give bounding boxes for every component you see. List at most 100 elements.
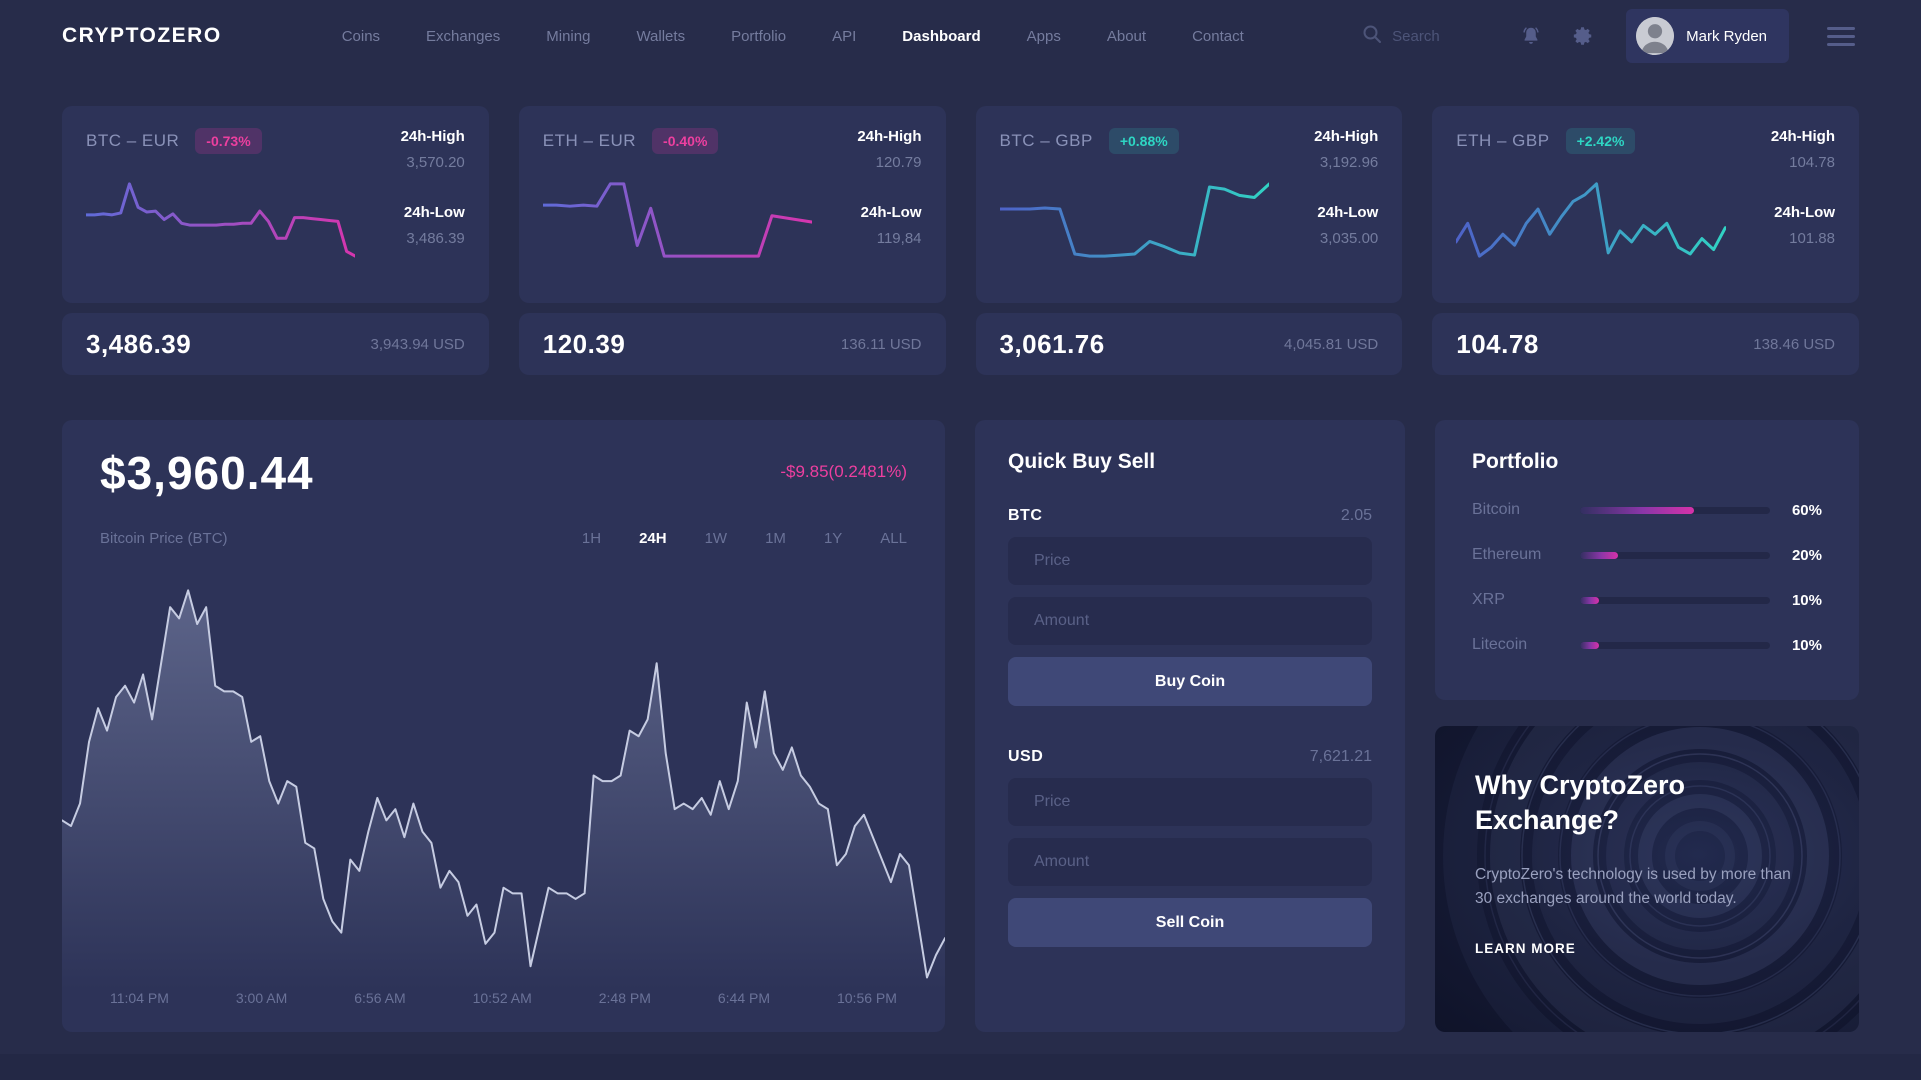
time-range-tabs: 1H 24H 1W 1M 1Y ALL bbox=[582, 530, 907, 547]
time-tick: 11:04 PM bbox=[110, 990, 169, 1006]
range-tab-1h[interactable]: 1H bbox=[581, 530, 602, 547]
nav-item-contact[interactable]: Contact bbox=[1192, 27, 1244, 45]
range-tab-1m[interactable]: 1M bbox=[765, 530, 786, 547]
low-label: 24h-Low bbox=[1774, 204, 1835, 221]
search-box bbox=[1362, 24, 1492, 49]
sell-price-input[interactable] bbox=[1008, 778, 1372, 826]
time-axis: 11:04 PM 3:00 AM 6:56 AM 10:52 AM 2:48 P… bbox=[62, 990, 945, 1032]
nav-item-api[interactable]: API bbox=[832, 27, 857, 45]
buy-currency-balance: 2.05 bbox=[1340, 507, 1372, 524]
nav-item-about[interactable]: About bbox=[1106, 27, 1147, 45]
holding-percent: 60% bbox=[1791, 501, 1822, 519]
portfolio-row-bitcoin: Bitcoin 60% bbox=[1472, 501, 1822, 519]
current-price: $3,960.44 bbox=[100, 447, 314, 499]
high-label: 24h-High bbox=[1770, 128, 1835, 145]
low-value: 3,486.39 bbox=[406, 230, 465, 247]
nav-right-tools: Mark Ryden bbox=[1362, 9, 1859, 63]
range-tab-1y[interactable]: 1Y bbox=[823, 530, 843, 547]
time-tick: 2:48 PM bbox=[598, 990, 651, 1006]
panel-title: Portfolio bbox=[1472, 450, 1559, 473]
search-input[interactable] bbox=[1392, 27, 1483, 45]
change-badge: -0.40% bbox=[652, 128, 719, 154]
time-tick: 6:44 PM bbox=[717, 990, 770, 1006]
range-tab-all[interactable]: ALL bbox=[880, 530, 907, 547]
low-label: 24h-Low bbox=[403, 204, 465, 221]
holding-name: XRP bbox=[1472, 591, 1505, 608]
change-badge: -0.73% bbox=[195, 128, 262, 154]
holding-name: Litecoin bbox=[1472, 636, 1528, 653]
low-value: 119,84 bbox=[876, 230, 922, 247]
panel-title: Quick Buy Sell bbox=[1008, 450, 1156, 473]
buy-coin-button[interactable]: Buy Coin bbox=[1008, 657, 1372, 706]
hamburger-menu-icon[interactable] bbox=[1823, 23, 1859, 50]
top-navbar: CRYPTOZERO Coins Exchanges Mining Wallet… bbox=[0, 0, 1921, 72]
ticker-card-eth-gbp: ETH – GBP +2.42% 24h-High 104.78 24h-Low… bbox=[1432, 106, 1859, 375]
pair-label: ETH – EUR bbox=[542, 131, 637, 150]
price-change: -$9.85(0.2481%) bbox=[780, 462, 907, 481]
nav-item-wallets[interactable]: Wallets bbox=[636, 27, 686, 45]
pair-label: BTC – EUR bbox=[86, 131, 180, 150]
price-area-chart bbox=[62, 561, 945, 990]
ticker-price: 104.78 bbox=[1456, 328, 1539, 359]
footer-bar bbox=[0, 1054, 1921, 1080]
time-tick: 10:56 PM bbox=[836, 990, 897, 1006]
pair-label: ETH – GBP bbox=[1456, 131, 1550, 150]
range-tab-1w[interactable]: 1W bbox=[704, 530, 728, 547]
high-label: 24h-High bbox=[1314, 128, 1379, 145]
settings-gear-icon[interactable] bbox=[1570, 23, 1596, 49]
high-value: 3,570.20 bbox=[406, 154, 465, 171]
holding-name: Ethereum bbox=[1472, 546, 1542, 563]
high-value: 104.78 bbox=[1789, 154, 1835, 171]
ticker-price-usd: 3,943.94 USD bbox=[370, 335, 465, 353]
promo-card: Why CryptoZero Exchange? CryptoZero's te… bbox=[1435, 726, 1859, 1032]
nav-item-apps[interactable]: Apps bbox=[1026, 27, 1061, 45]
change-badge: +0.88% bbox=[1108, 128, 1179, 154]
ticker-price-usd: 138.46 USD bbox=[1753, 335, 1835, 353]
promo-body: CryptoZero's technology is used by more … bbox=[1475, 866, 1791, 908]
time-tick: 3:00 AM bbox=[235, 990, 288, 1006]
time-tick: 6:56 AM bbox=[354, 990, 406, 1006]
nav-links: Coins Exchanges Mining Wallets Portfolio… bbox=[342, 28, 1362, 45]
sell-amount-input[interactable] bbox=[1008, 838, 1372, 886]
nav-item-portfolio[interactable]: Portfolio bbox=[731, 27, 787, 45]
nav-item-exchanges[interactable]: Exchanges bbox=[426, 27, 501, 45]
sell-currency-balance: 7,621.21 bbox=[1309, 748, 1372, 765]
ticker-price: 120.39 bbox=[542, 328, 626, 359]
nav-item-mining[interactable]: Mining bbox=[546, 27, 591, 45]
nav-item-dashboard[interactable]: Dashboard bbox=[902, 27, 981, 45]
ticker-cards-row: BTC – EUR -0.73% 24h-High 3,570.20 24h-L… bbox=[62, 106, 1859, 375]
learn-more-link[interactable]: LEARN MORE bbox=[1475, 941, 1576, 957]
time-tick: 10:52 AM bbox=[472, 990, 532, 1006]
notifications-bell-icon[interactable] bbox=[1518, 23, 1544, 49]
user-menu[interactable]: Mark Ryden bbox=[1626, 9, 1789, 63]
pair-label: BTC – GBP bbox=[999, 131, 1093, 150]
holding-percent: 20% bbox=[1791, 546, 1822, 564]
holding-name: Bitcoin bbox=[1472, 501, 1521, 518]
sparkline-chart bbox=[543, 178, 812, 262]
high-value: 3,192.96 bbox=[1319, 154, 1379, 171]
search-icon bbox=[1362, 24, 1382, 49]
holding-percent: 10% bbox=[1791, 591, 1822, 609]
bitcoin-price-chart-card: $3,960.44 -$9.85(0.2481%) Bitcoin Price … bbox=[62, 420, 945, 1032]
buy-currency-label: BTC bbox=[1008, 507, 1043, 524]
buy-price-input[interactable] bbox=[1008, 537, 1372, 585]
sparkline-chart bbox=[1000, 178, 1269, 262]
nav-item-coins[interactable]: Coins bbox=[341, 27, 381, 45]
high-value: 120.79 bbox=[875, 154, 922, 171]
sell-coin-button[interactable]: Sell Coin bbox=[1008, 898, 1372, 947]
high-label: 24h-High bbox=[857, 128, 922, 145]
promo-title: Why CryptoZero Exchange? bbox=[1475, 770, 1686, 835]
concentric-rings-graphic bbox=[1443, 726, 1859, 1032]
low-label: 24h-Low bbox=[1317, 204, 1379, 221]
holding-bar bbox=[1580, 506, 1770, 514]
ticker-price-usd: 4,045.81 USD bbox=[1284, 335, 1379, 353]
ticker-price: 3,486.39 bbox=[86, 328, 192, 359]
ticker-card-eth-eur: ETH – EUR -0.40% 24h-High 120.79 24h-Low… bbox=[518, 106, 946, 375]
portfolio-row-xrp: XRP 10% bbox=[1472, 591, 1822, 609]
range-tab-24h[interactable]: 24H bbox=[639, 530, 667, 547]
quick-buy-sell-panel: Quick Buy Sell BTC 2.05 Buy Coin USD 7,6… bbox=[975, 420, 1405, 1032]
holding-bar bbox=[1580, 551, 1770, 559]
buy-amount-input[interactable] bbox=[1008, 597, 1372, 645]
brand-logo: CRYPTOZERO bbox=[62, 24, 222, 47]
